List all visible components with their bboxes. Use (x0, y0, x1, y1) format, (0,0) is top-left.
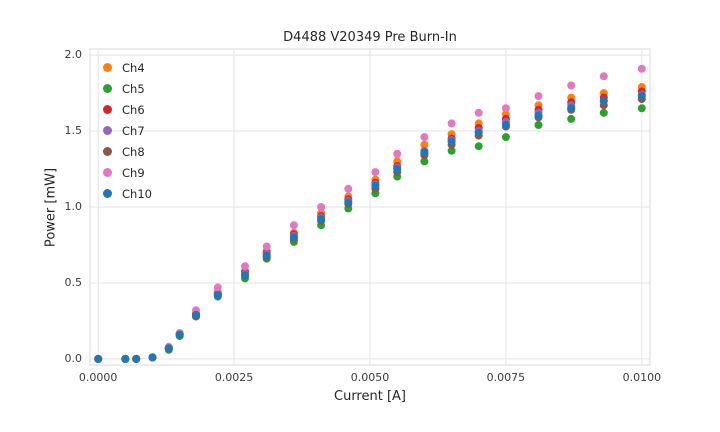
data-point-ch9 (241, 262, 249, 271)
data-point-ch10 (447, 137, 456, 146)
legend-label: Ch7 (122, 123, 145, 138)
data-point-ch10 (175, 330, 184, 339)
data-point-ch10 (534, 111, 543, 120)
data-point-ch9 (289, 221, 298, 230)
data-point-ch10 (501, 121, 510, 129)
data-point-ch10 (262, 251, 271, 260)
x-tick-label: 0.0025 (214, 371, 254, 384)
data-point-ch4 (420, 140, 429, 149)
data-point-ch10 (289, 233, 298, 242)
data-point-ch10 (148, 353, 157, 362)
data-point-ch10 (371, 181, 380, 190)
data-point-ch10 (637, 92, 646, 101)
data-point-ch9 (344, 184, 353, 193)
data-point-ch10 (164, 344, 173, 353)
data-point-ch10 (599, 96, 608, 105)
data-point-ch10 (121, 354, 130, 363)
x-tick-label: 0.0000 (78, 371, 118, 384)
legend-marker-icon (103, 147, 112, 156)
legend-label: Ch8 (122, 144, 145, 159)
legend-marker-icon (103, 84, 112, 93)
data-point-ch10 (344, 198, 353, 207)
legend-item-ch9: Ch9 (103, 162, 152, 183)
legend-item-ch4: Ch4 (103, 57, 152, 78)
y-tick-label: 0.0 (64, 351, 83, 365)
y-tick-label: 1.5 (64, 124, 83, 138)
legend-item-ch8: Ch8 (103, 141, 152, 162)
legend-item-ch10: Ch10 (103, 183, 152, 204)
data-point-ch10 (241, 271, 249, 280)
y-tick-label: 1.0 (64, 200, 83, 213)
data-point-ch5 (637, 104, 646, 113)
data-point-ch10 (393, 165, 402, 173)
legend-item-ch7: Ch7 (103, 120, 152, 141)
data-point-ch10 (474, 128, 483, 137)
legend-marker-icon (103, 126, 112, 135)
data-point-ch9 (317, 203, 326, 211)
legend-label: Ch5 (122, 81, 145, 96)
data-point-ch10 (213, 291, 222, 300)
y-tick-label: 2.0 (64, 48, 83, 62)
legend-item-ch6: Ch6 (103, 99, 152, 120)
data-point-ch9 (637, 64, 646, 73)
data-point-ch9 (371, 168, 380, 177)
y-tick-label: 0.5 (64, 275, 83, 289)
legend-label: Ch10 (122, 186, 152, 201)
legend: Ch4 Ch5 Ch6 Ch7 Ch8 Ch9 Ch10 (103, 57, 152, 204)
data-point-ch5 (420, 157, 429, 166)
data-point-ch10 (317, 215, 326, 224)
legend-label: Ch4 (122, 60, 145, 75)
data-point-ch10 (420, 148, 429, 157)
data-point-ch5 (447, 146, 456, 155)
data-point-ch9 (474, 108, 483, 117)
data-point-ch9 (599, 72, 608, 81)
data-point-ch9 (393, 149, 402, 158)
data-point-ch5 (567, 114, 576, 123)
data-point-ch9 (447, 119, 456, 128)
data-point-ch5 (599, 108, 608, 117)
legend-item-ch5: Ch5 (103, 78, 152, 99)
data-point-ch9 (567, 81, 576, 90)
legend-label: Ch6 (122, 102, 145, 117)
data-point-ch9 (501, 104, 510, 113)
data-point-ch5 (501, 133, 510, 142)
data-point-ch10 (192, 310, 200, 319)
data-point-ch9 (534, 92, 543, 101)
legend-marker-icon (103, 63, 112, 72)
data-point-ch9 (420, 133, 429, 142)
x-tick-label: 0.0075 (486, 371, 526, 384)
data-point-ch10 (132, 354, 141, 363)
legend-marker-icon (103, 105, 112, 114)
data-point-ch10 (94, 354, 103, 363)
chart-title: D4488 V20349 Pre Burn-In (283, 30, 457, 45)
data-point-ch9 (213, 283, 222, 292)
x-axis-label: Current [A] (334, 389, 406, 404)
x-tick-label: 0.0100 (622, 371, 662, 384)
x-tick-label: 0.0050 (350, 371, 390, 384)
legend-marker-icon (103, 189, 112, 198)
data-point-ch5 (534, 121, 543, 129)
data-point-ch9 (262, 242, 271, 251)
data-point-ch5 (474, 142, 483, 151)
data-point-ch10 (567, 104, 576, 113)
legend-marker-icon (103, 168, 112, 177)
legend-label: Ch9 (122, 165, 145, 180)
